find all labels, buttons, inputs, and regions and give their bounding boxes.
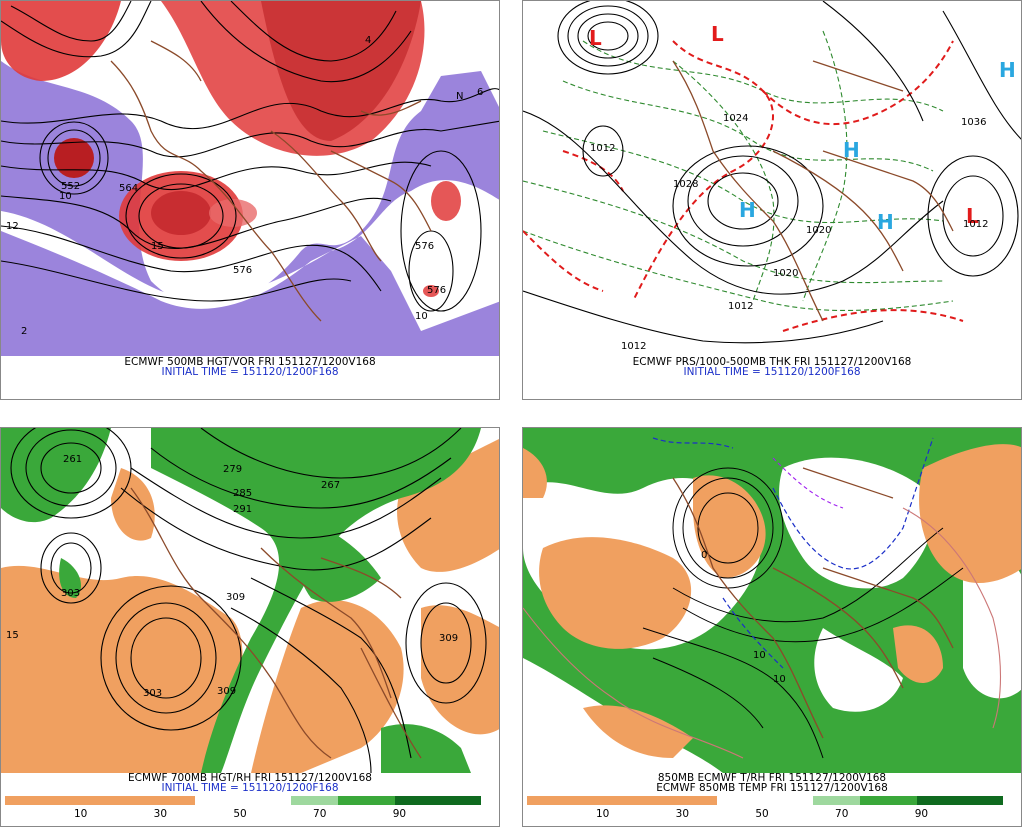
- contour-label: 564: [119, 183, 138, 194]
- low-pressure-marker: L: [711, 22, 724, 46]
- contour-label: 6: [477, 87, 483, 98]
- high-pressure-marker: H: [843, 138, 860, 162]
- contour-label: 10: [773, 674, 786, 685]
- scale-tick: 30: [675, 808, 690, 820]
- contour-label: 1020: [806, 225, 831, 236]
- contour-label: N: [456, 91, 463, 102]
- contour-label: 291: [233, 504, 252, 515]
- contour-label: 261: [63, 454, 82, 465]
- rh-scale-ticks: 10 30 50 70 90: [523, 808, 1021, 820]
- high-pressure-marker: H: [999, 58, 1016, 82]
- rh-color-scale-bar: [527, 796, 1003, 805]
- map-700mb-rh: 261 267 279 285 291 303 303 309 309 309 …: [1, 428, 499, 773]
- contour-label: 1012: [621, 341, 646, 352]
- panel-caption-init-time: INITIAL TIME = 151120/1200F168: [161, 366, 339, 378]
- contour-label: 1020: [773, 268, 798, 279]
- contour-label: 285: [233, 488, 252, 499]
- panel-caption-title: ECMWF PRS/1000-500MB THK FRI 151127/1200…: [632, 356, 912, 368]
- panel-850mb-temp-rh: 10 10 0 850MB ECMWF T/RH FRI 151127/1200…: [522, 427, 1022, 827]
- contour-label: 309: [217, 686, 236, 697]
- contour-label: 12: [6, 221, 19, 232]
- high-pressure-marker: H: [877, 210, 894, 234]
- scale-tick: 90: [914, 808, 929, 820]
- map-surface-pressure: L L L H H H H 1012 1028 1024 1036 1012 1…: [523, 1, 1021, 356]
- panel-700mb-rh: 261 267 279 285 291 303 303 309 309 309 …: [0, 427, 500, 827]
- contour-label: 4: [365, 35, 371, 46]
- panel-caption-title: ECMWF 500MB HGT/VOR FRI 151127/1200V168: [124, 356, 376, 368]
- contour-label: 1024: [723, 113, 748, 124]
- contour-label: 0: [701, 550, 707, 561]
- contour-label: 10: [753, 650, 766, 661]
- map-500mb-vorticity: 552 564 576 576 576 10 10 12 15 2 4 6 N: [1, 1, 499, 356]
- panel-caption-init-time: INITIAL TIME = 151120/1200F168: [161, 782, 339, 794]
- low-pressure-marker: L: [589, 26, 602, 50]
- contour-label: 15: [151, 241, 164, 252]
- contour-label: 10: [59, 191, 72, 202]
- low-pressure-marker: L: [966, 204, 979, 228]
- scale-tick: 50: [755, 808, 769, 820]
- contour-label: 10: [415, 311, 428, 322]
- contour-label: 1012: [728, 301, 753, 312]
- scale-tick: 70: [835, 808, 849, 820]
- contour-label: 1012: [590, 143, 615, 154]
- scale-tick: 90: [392, 808, 407, 820]
- contour-label: 309: [439, 633, 458, 644]
- contour-label: 1028: [673, 179, 698, 190]
- rh-color-scale-bar: [5, 796, 481, 805]
- scale-tick: 70: [313, 808, 327, 820]
- contour-label: 2: [21, 326, 27, 337]
- contour-label: 1036: [961, 117, 986, 128]
- contour-label: 303: [61, 588, 80, 599]
- scale-tick: 50: [233, 808, 247, 820]
- rh-scale-ticks: 10 30 50 70 90: [1, 808, 499, 820]
- map-850mb-temp-rh: 10 10 0: [523, 428, 1021, 773]
- contour-label: 576: [233, 265, 252, 276]
- panel-500mb-vorticity: 552 564 576 576 576 10 10 12 15 2 4 6 N …: [0, 0, 500, 400]
- contour-label: 303: [143, 688, 162, 699]
- contour-label: 576: [415, 241, 434, 252]
- contour-label: 576: [427, 285, 446, 296]
- contour-label: 267: [321, 480, 340, 491]
- scale-tick: 30: [153, 808, 168, 820]
- panel-caption-title: 850MB ECMWF T/RH FRI 151127/1200V168: [657, 772, 887, 784]
- contour-label: 1012: [963, 219, 988, 230]
- high-pressure-marker: H: [739, 198, 756, 222]
- scale-tick: 10: [595, 808, 610, 820]
- contour-label: 309: [226, 592, 245, 603]
- contour-label: 552: [61, 181, 80, 192]
- scale-tick: 10: [73, 808, 88, 820]
- panel-caption-init-time: INITIAL TIME = 151120/1200F168: [683, 366, 861, 378]
- contour-label: 15: [6, 630, 19, 641]
- panel-surface-pressure-thickness: L L L H H H H 1012 1028 1024 1036 1012 1…: [522, 0, 1022, 400]
- contour-label: 279: [223, 464, 242, 475]
- panel-caption-subtitle: ECMWF 850MB TEMP FRI 151127/1200V168: [656, 782, 888, 794]
- panel-caption-title: ECMWF 700MB HGT/RH FRI 151127/1200V168: [128, 772, 372, 784]
